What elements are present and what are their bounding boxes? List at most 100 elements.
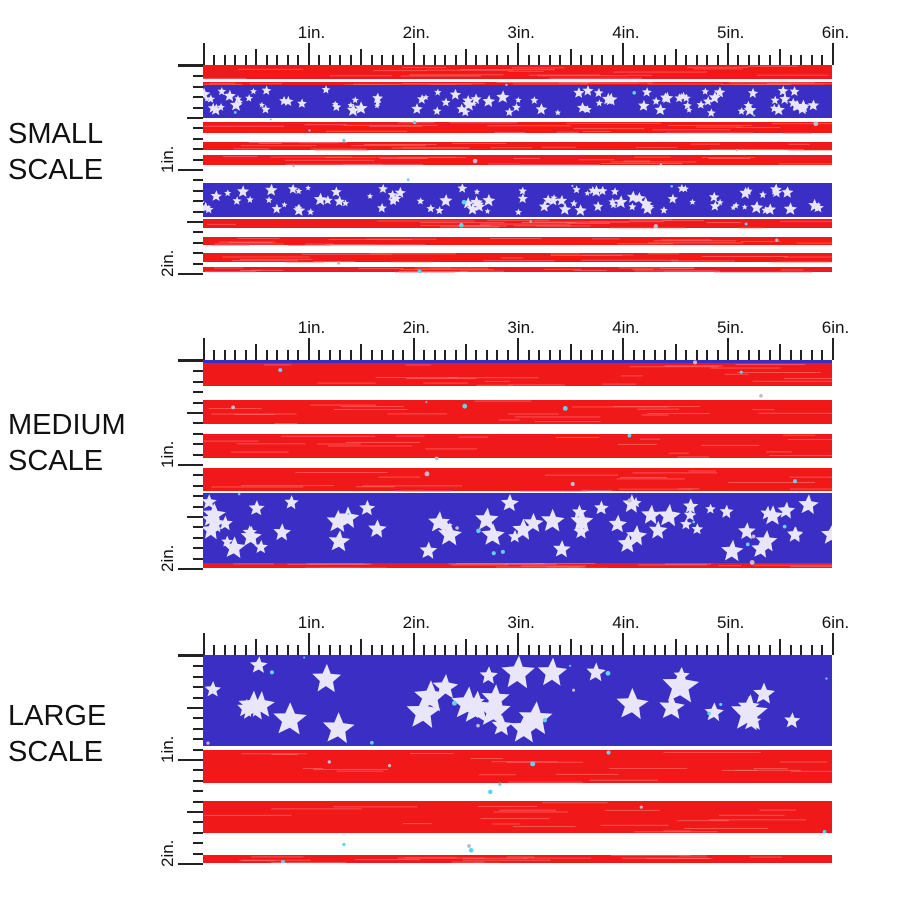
brush-texture xyxy=(237,443,305,444)
glitter-dot xyxy=(413,121,417,125)
ruler-tick xyxy=(570,639,572,655)
ruler-tick xyxy=(193,474,203,476)
brush-texture xyxy=(652,129,730,130)
ruler-tick xyxy=(297,350,299,360)
ruler-tick xyxy=(706,350,708,360)
glitter-dot xyxy=(459,223,464,228)
ruler-left-label: 2in. xyxy=(158,545,178,572)
ruler-tick xyxy=(193,263,203,265)
brush-texture xyxy=(702,157,755,158)
brush-texture xyxy=(364,144,436,145)
ruler-tick xyxy=(486,350,488,360)
brush-texture xyxy=(617,478,685,479)
glitter-dot xyxy=(388,764,391,767)
brush-texture xyxy=(791,771,832,772)
ruler-tick xyxy=(622,338,624,360)
ruler-tick xyxy=(193,790,203,792)
ruler-tick xyxy=(193,728,203,730)
brush-texture xyxy=(664,752,761,753)
ruler-tick xyxy=(234,350,236,360)
red-stripe xyxy=(203,468,832,491)
glitter-dot xyxy=(473,159,478,164)
glitter-dot xyxy=(707,712,711,716)
brush-texture xyxy=(573,270,607,271)
brush-texture xyxy=(632,269,653,270)
ruler-tick xyxy=(821,55,823,65)
ruler-tick xyxy=(308,43,310,65)
brush-texture xyxy=(211,414,296,415)
glitter-dot xyxy=(505,84,507,86)
brush-texture xyxy=(737,372,820,373)
glitter-dot xyxy=(231,405,235,409)
brush-texture xyxy=(259,143,282,144)
ruler-tick xyxy=(769,55,771,65)
ruler-tick xyxy=(800,645,802,655)
ruler-tick xyxy=(187,412,203,414)
ruler-tick xyxy=(758,645,760,655)
brush-texture xyxy=(203,441,258,442)
ruler-tick xyxy=(318,645,320,655)
brush-texture xyxy=(303,768,323,769)
ruler-tick xyxy=(287,350,289,360)
brush-texture xyxy=(545,475,618,476)
brush-texture xyxy=(767,83,832,84)
brush-texture xyxy=(241,145,316,146)
ruler-tick xyxy=(193,211,203,213)
scale-label-line: MEDIUM xyxy=(8,407,126,443)
ruler-tick xyxy=(255,49,257,65)
brush-texture xyxy=(736,127,780,128)
ruler-tick xyxy=(187,117,203,119)
ruler-tick xyxy=(193,86,203,88)
brush-texture xyxy=(735,770,800,771)
ruler-tick xyxy=(444,55,446,65)
scale-label-line: LARGE xyxy=(8,698,106,734)
ruler-tick xyxy=(193,686,203,688)
brush-texture xyxy=(463,860,551,861)
ruler-tick xyxy=(193,381,203,383)
brush-texture xyxy=(750,857,782,858)
brush-texture xyxy=(440,226,499,227)
ruler-tick xyxy=(696,55,698,65)
ruler-tick xyxy=(318,350,320,360)
brush-texture xyxy=(305,124,347,125)
brush-texture xyxy=(231,452,289,453)
brush-texture xyxy=(637,409,679,410)
glitter-dot xyxy=(476,724,480,728)
brush-texture xyxy=(638,564,707,565)
ruler-tick xyxy=(633,645,635,655)
ruler-tick xyxy=(245,55,247,65)
ruler-tick xyxy=(371,350,373,360)
ruler-tick xyxy=(213,350,215,360)
brush-texture xyxy=(696,127,742,128)
ruler-tick xyxy=(276,645,278,655)
brush-texture xyxy=(513,158,539,159)
glitter-dot xyxy=(234,111,237,114)
ruler-top-label: 6in. xyxy=(822,318,849,338)
brush-texture xyxy=(481,224,570,225)
ruler-tick xyxy=(178,568,203,570)
ruler-tick xyxy=(392,645,394,655)
ruler-tick xyxy=(737,55,739,65)
brush-texture xyxy=(600,825,668,826)
brush-texture xyxy=(392,148,469,149)
ruler-tick xyxy=(350,645,352,655)
ruler-tick xyxy=(402,645,404,655)
glitter-dot xyxy=(206,741,209,744)
brush-texture xyxy=(402,67,446,68)
brush-texture xyxy=(550,253,580,254)
ruler-tick xyxy=(318,55,320,65)
brush-texture xyxy=(409,74,503,75)
ruler-tick xyxy=(193,537,203,539)
ruler-tick xyxy=(178,360,203,362)
brush-texture xyxy=(783,435,815,436)
brush-texture xyxy=(583,131,611,132)
brush-texture xyxy=(334,409,408,410)
ruler-tick xyxy=(790,55,792,65)
brush-texture xyxy=(780,762,827,763)
brush-texture xyxy=(759,810,795,811)
brush-texture xyxy=(207,224,236,225)
brush-texture xyxy=(373,70,427,71)
brush-texture xyxy=(425,448,477,449)
brush-texture xyxy=(329,75,392,76)
